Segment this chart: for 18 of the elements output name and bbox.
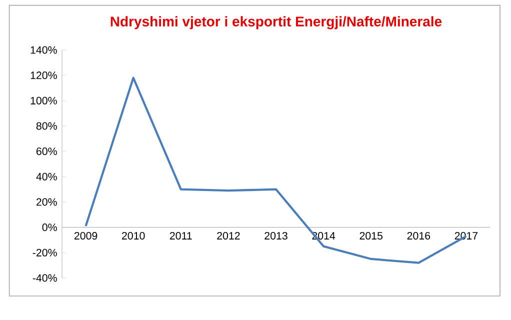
x-tick-label: 2016	[407, 232, 430, 240]
y-tick-label: 120%	[30, 72, 57, 80]
x-tick-label: 2012	[217, 232, 240, 240]
y-tick-label: 100%	[30, 96, 57, 104]
x-tick-label: 2013	[264, 232, 288, 240]
y-tick-label: 60%	[36, 148, 57, 156]
chart-title: Ndryshimi vjetor i eksportit Energji/Nafte/Minerale	[110, 16, 442, 30]
x-tick-label: 2015	[360, 232, 383, 240]
y-tick-label: 0%	[42, 224, 57, 232]
y-tick-label: 140%	[30, 46, 57, 54]
y-tick-label: 40%	[36, 172, 57, 180]
y-tick-label: 20%	[36, 198, 57, 206]
x-tick-label: 2009	[74, 232, 98, 240]
x-tick-label: 2011	[170, 232, 192, 240]
x-tick-label: 2010	[122, 232, 145, 240]
y-tick-label: -40%	[32, 274, 57, 282]
y-tick-label: 80%	[36, 122, 57, 130]
y-tick-label: -20%	[32, 248, 57, 256]
